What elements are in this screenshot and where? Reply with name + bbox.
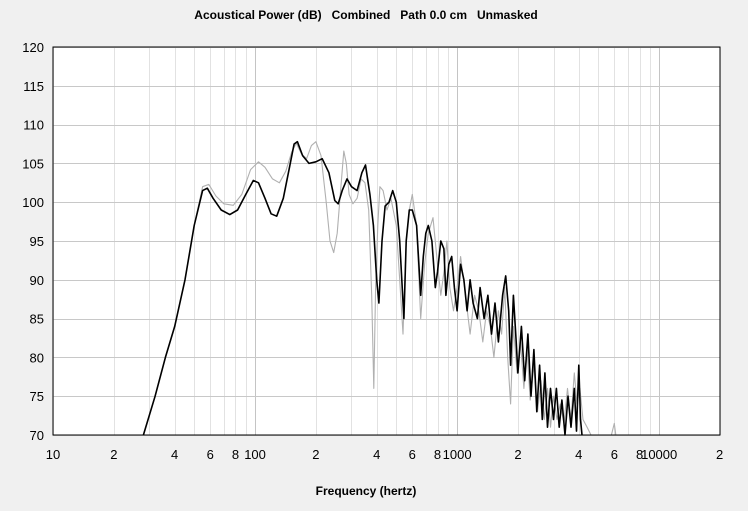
y-tick-label: 105 <box>22 156 44 171</box>
y-tick-label: 95 <box>30 234 44 249</box>
y-tick-label: 75 <box>30 389 44 404</box>
y-tick-labels: 70 75 80 85 90 95 100 105 110 115 120 <box>22 40 44 443</box>
x-tick-label: 8 <box>636 447 643 462</box>
x-tick-label: 10000 <box>641 447 677 462</box>
y-tick-label: 100 <box>22 195 44 210</box>
x-tick-label: 6 <box>207 447 214 462</box>
y-tick-label: 85 <box>30 312 44 327</box>
x-tick-label: 2 <box>514 447 521 462</box>
x-tick-label: 8 <box>434 447 441 462</box>
series-line-1 <box>142 140 583 436</box>
x-tick-label: 100 <box>244 447 266 462</box>
x-tick-label: 8 <box>232 447 239 462</box>
y-tick-label: 90 <box>30 273 44 288</box>
y-tick-label: 70 <box>30 428 44 443</box>
x-tick-label: 6 <box>409 447 416 462</box>
chart-title: Acoustical Power (dB) Combined Path 0.0 … <box>194 8 538 22</box>
x-tick-label: 2 <box>716 447 723 462</box>
x-tick-label: 2 <box>110 447 117 462</box>
plot-frame <box>52 46 721 436</box>
x-tick-label: 4 <box>373 447 380 462</box>
series-layer <box>142 140 617 436</box>
x-tick-label: 4 <box>171 447 178 462</box>
x-tick-label: 2 <box>312 447 319 462</box>
x-tick-label: 4 <box>575 447 582 462</box>
x-tick-label: 6 <box>611 447 618 462</box>
major-gridlines <box>53 47 720 436</box>
x-tick-label: 10 <box>46 447 60 462</box>
y-tick-label: 120 <box>22 40 44 55</box>
x-axis-title: Frequency (hertz) <box>315 484 417 498</box>
x-tick-label: 1000 <box>443 447 472 462</box>
y-tick-label: 80 <box>30 350 44 365</box>
y-tick-label: 110 <box>23 118 44 133</box>
y-tick-label: 115 <box>23 79 44 94</box>
